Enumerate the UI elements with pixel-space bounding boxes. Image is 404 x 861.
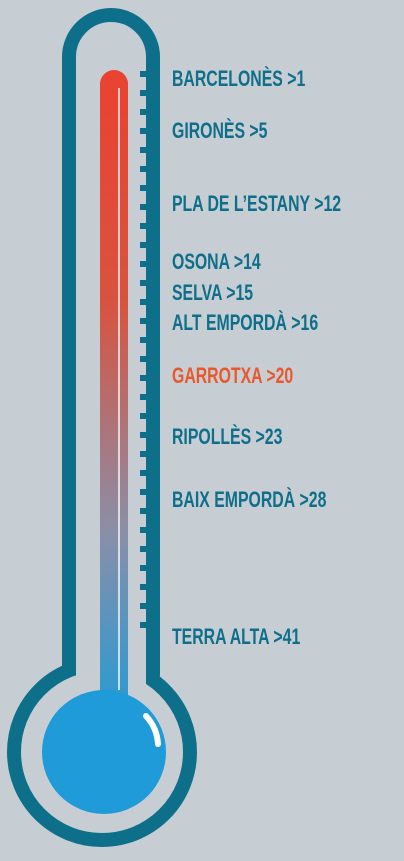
- thermometer: [7, 8, 197, 847]
- tick: [140, 128, 152, 134]
- tick: [140, 489, 152, 495]
- labels: BARCELONÈS >1 GIRONÈS >5 PLA DE L’ESTANY >…: [172, 66, 341, 649]
- tick: [140, 470, 152, 476]
- region-label: SELVA >15: [172, 281, 253, 305]
- tick: [140, 394, 152, 400]
- tick: [140, 109, 152, 115]
- tick: [140, 242, 152, 248]
- tick: [140, 337, 152, 343]
- tick: [140, 280, 152, 286]
- tick: [140, 546, 152, 552]
- tick: [140, 432, 152, 438]
- region-label: ALT EMPORDÀ >16: [172, 310, 318, 335]
- liquid: [100, 70, 128, 730]
- tick: [140, 318, 152, 324]
- region-label: GIRONÈS >5: [172, 118, 268, 143]
- region-label: BAIX EMPORDÀ >28: [172, 487, 327, 512]
- region-label: TERRA ALTA >41: [172, 625, 301, 649]
- tick: [140, 356, 152, 362]
- tick: [140, 166, 152, 172]
- region-label: OSONA >14: [172, 250, 261, 274]
- tick: [140, 622, 152, 628]
- tick: [140, 90, 152, 96]
- tick: [140, 565, 152, 571]
- tick: [140, 261, 152, 267]
- ticks: [140, 71, 152, 628]
- tick: [140, 413, 152, 419]
- region-label: RIPOLLÈS >23: [172, 424, 282, 449]
- tick: [140, 204, 152, 210]
- bulb-liquid: [42, 690, 166, 814]
- tick: [140, 584, 152, 590]
- tick: [140, 375, 152, 381]
- region-label: PLA DE L’ESTANY >12: [172, 192, 341, 216]
- bulb-shine: [143, 713, 161, 747]
- tick: [140, 223, 152, 229]
- tick: [140, 299, 152, 305]
- tick: [140, 147, 152, 153]
- tick: [140, 71, 152, 77]
- tick: [140, 185, 152, 191]
- region-label: GARROTXA >20: [172, 364, 293, 388]
- tick: [140, 527, 152, 533]
- tick: [140, 508, 152, 514]
- region-label: BARCELONÈS >1: [172, 66, 306, 91]
- tick: [140, 451, 152, 457]
- tick: [140, 603, 152, 609]
